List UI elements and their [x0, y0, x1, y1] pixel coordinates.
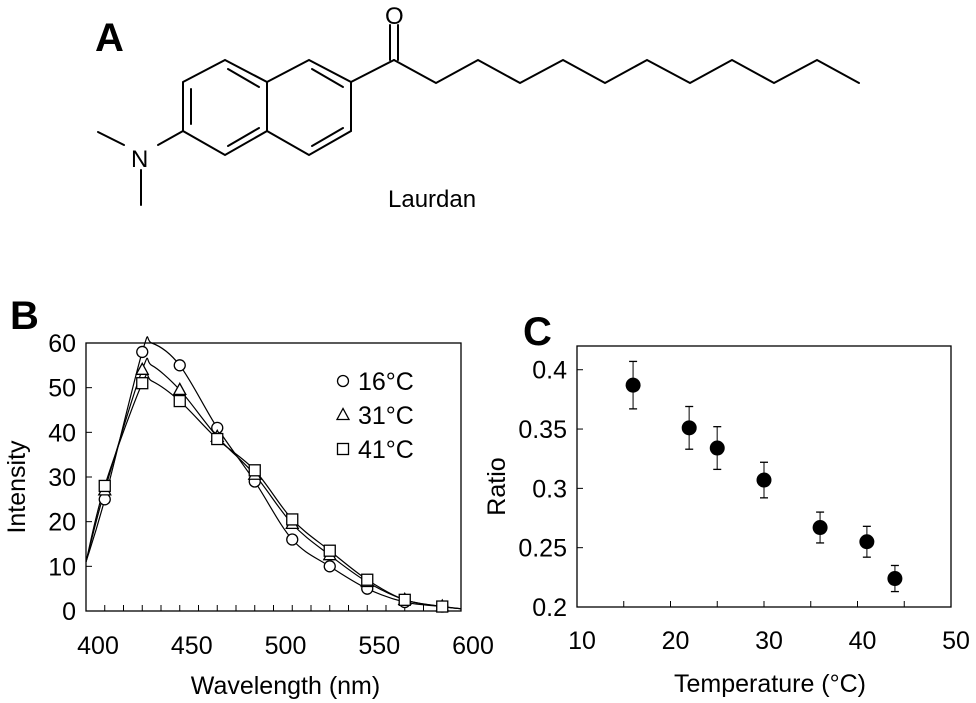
x-axis-title: Wavelength (nm) — [191, 672, 380, 700]
y-tick-label: 0.35 — [518, 416, 567, 444]
x-tick-label: 600 — [452, 632, 494, 660]
square-marker — [323, 544, 336, 557]
x-tick-label: 30 — [755, 627, 783, 655]
x-tick-label: 40 — [849, 627, 877, 655]
data-point — [709, 440, 725, 456]
y-tick-label: 0.3 — [532, 475, 567, 503]
data-point — [756, 472, 772, 488]
legend-entry: 16°C — [358, 368, 414, 396]
square-marker — [173, 394, 186, 408]
laurdan-structure: O N Laurdan — [97, 3, 860, 213]
y-tick-label: 0.25 — [518, 535, 567, 563]
data-point — [887, 571, 903, 587]
square-marker — [286, 513, 299, 526]
data-point — [681, 420, 697, 436]
y-axis-title: Ratio — [483, 457, 511, 515]
y-tick-label: 20 — [48, 509, 76, 537]
square-marker — [361, 573, 374, 586]
triangle-marker — [135, 361, 150, 375]
y-tick-label: 0 — [62, 598, 76, 626]
panel-b-label: B — [10, 294, 39, 338]
circle-marker — [136, 345, 149, 359]
square-marker — [136, 377, 149, 390]
x-tick-label: 50 — [942, 627, 970, 655]
square-marker — [336, 442, 350, 456]
square-marker — [248, 464, 261, 477]
y-axis-title: Intensity — [3, 440, 31, 534]
oxygen-atom: O — [385, 3, 404, 30]
square-marker — [98, 479, 111, 493]
y-tick-label: 30 — [48, 464, 76, 492]
legend-entry: 31°C — [358, 402, 414, 430]
square-marker — [436, 600, 449, 613]
x-tick-label: 400 — [77, 632, 119, 660]
nitrogen-atom: N — [131, 146, 148, 173]
square-marker — [211, 432, 224, 446]
square-marker — [398, 593, 411, 606]
x-axis-title: Temperature (°C) — [674, 670, 866, 698]
y-tick-label: 10 — [48, 553, 76, 581]
x-tick-label: 550 — [358, 632, 400, 660]
y-tick-label: 0.4 — [532, 357, 567, 385]
y-tick-label: 50 — [48, 375, 76, 403]
x-tick-label: 500 — [265, 632, 307, 660]
panel-c-label: C — [523, 310, 552, 354]
circle-marker — [173, 359, 186, 372]
molecule-name: Laurdan — [388, 186, 476, 213]
triangle-marker — [172, 382, 187, 396]
circle-marker — [286, 533, 299, 546]
circle-marker — [336, 374, 350, 388]
y-tick-label: 40 — [48, 419, 76, 447]
legend-entry: 41°C — [358, 436, 414, 464]
y-tick-label: 60 — [48, 330, 76, 358]
data-point — [859, 534, 875, 550]
data-point — [625, 377, 641, 393]
panel-a-label: A — [95, 16, 124, 60]
data-point — [812, 520, 828, 536]
circle-marker — [323, 560, 336, 573]
triangle-marker — [335, 407, 351, 421]
x-tick-label: 450 — [171, 632, 213, 660]
x-tick-label: 20 — [662, 627, 690, 655]
x-tick-label: 10 — [568, 627, 596, 655]
y-tick-label: 0.2 — [532, 594, 567, 622]
